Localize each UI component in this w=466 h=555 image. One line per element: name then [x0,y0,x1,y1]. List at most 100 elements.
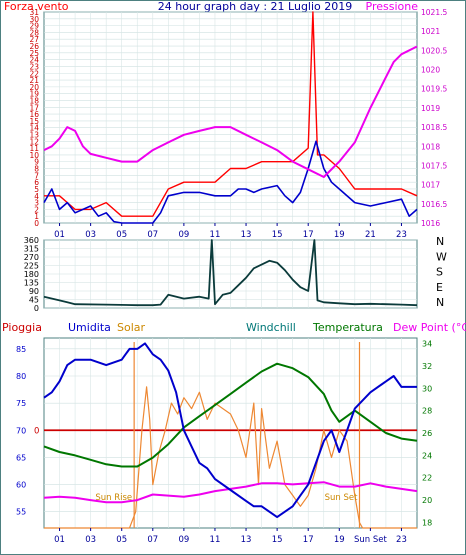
pressure-tick-label: 1016.5 [421,200,447,209]
wind-tick-label: 23 [29,62,39,71]
hour-tick-label: 15 [272,230,283,240]
wind-tick-label: 18 [29,96,39,105]
pressure-tick-label: 1021 [421,27,440,36]
wind-gust-line [43,140,418,224]
wind-tick-label: 14 [29,124,39,133]
hour-tick-label: 11 [210,535,221,545]
hour-tick-label: 03 [85,230,96,240]
hour-tick-label: 11 [210,230,221,240]
wind-tick-label: 4 [34,192,39,201]
direction-tick-label: 315 [24,245,39,254]
wind-tick-label: 12 [29,137,39,146]
temperature-tick-label: 18 [422,518,432,527]
wind-tick-label: 26 [29,42,39,51]
wind-tick-label: 20 [29,83,39,92]
wind-tick-label: 16 [29,110,39,119]
temperature-axis-labels: 55 60 65 70 75 80 85 18 20 22 24 26 28 30 32 34 0 01 03 05 0… [16,340,432,545]
humidity-header: Umidita [68,321,111,334]
pressure-tick-label: 1018 [421,142,440,151]
hour-tick-label: 01 [54,230,65,240]
direction-tick-label: 135 [24,279,39,288]
direction-series [43,239,418,307]
hour-tick-label: 07 [147,230,158,240]
wind-tick-label: 19 [29,90,39,99]
direction-tick-label: 90 [29,287,39,296]
humidity-tick-label: 70 [16,426,26,435]
wind-tick-label: 2 [34,205,39,214]
direction-tick-label: 0 [34,304,39,313]
humidity-tick-label: 60 [16,481,26,490]
hour-tick-label: 19 [334,535,345,545]
rain-value-label: 0 [34,426,39,436]
hour-tick-label: 09 [178,535,189,545]
wind-tick-label: 0 [34,219,39,228]
wind-tick-label: 6 [34,178,39,187]
humidity-tick-label: 85 [16,345,26,354]
wind-tick-label: 25 [29,49,39,58]
wind-axis-labels: 0123456789101112131415161718192021222324… [29,8,447,240]
temperature-tick-label: 20 [422,496,432,505]
humidity-line [43,342,417,519]
direction-tick-label: 225 [24,262,39,271]
compass-label: S [436,266,443,279]
solar-header: Solar [117,321,146,334]
wind-tick-label: 24 [29,56,39,65]
pressure-tick-label: 1016 [421,219,440,228]
hour-tick-label: 17 [303,230,314,240]
wind-tick-label: 8 [34,165,39,174]
pressure-tick-label: 1019.5 [421,85,447,94]
chart-title: 24 hour graph day : 21 Luglio 2019 [158,0,353,13]
wind-tick-label: 28 [29,28,39,37]
hour-tick-label: 23 [396,230,407,240]
hour-tick-label: 17 [303,535,314,545]
wind-series [43,11,418,224]
wind-speed-line [44,11,418,217]
compass-label: E [436,281,443,294]
direction-tick-label: 45 [29,296,39,305]
temperature-tick-label: 30 [422,384,432,393]
wind-tick-label: 17 [29,103,39,112]
pressure-tick-label: 1020 [421,66,440,75]
wind-tick-label: 27 [29,35,39,44]
hour-tick-label: 01 [54,535,65,545]
wind-tick-label: 30 [29,15,39,24]
hour-tick-label: 19 [334,230,345,240]
hour-tick-label: 23 [396,535,407,545]
pressure-tick-label: 1017 [421,181,440,190]
wind-tick-label: 11 [29,144,39,153]
compass-label: N [436,235,444,248]
wind-tick-label: 10 [29,151,39,160]
humidity-tick-label: 65 [16,453,26,462]
sunrise-label: Sun Rise [95,493,132,503]
wind-tick-label: 9 [34,158,39,167]
sunset-label: Sun Set [325,493,358,503]
temperature-series [43,342,418,529]
temperature-line [43,362,418,468]
temperature-tick-label: 22 [422,474,432,483]
wind-tick-label: 1 [34,212,39,221]
compass-label: W [436,250,447,263]
hour-tick-label: 05 [116,535,127,545]
wind-tick-label: 31 [29,8,39,17]
pressure-tick-label: 1018.5 [421,123,447,132]
windchill-header: Windchill [246,321,296,334]
humidity-tick-label: 75 [16,399,26,408]
hour-tick-label: 07 [147,535,158,545]
wind-direction-line [43,239,418,307]
solar-line [44,386,417,529]
temperature-tick-label: 24 [422,451,432,460]
wind-tick-label: 29 [29,22,39,31]
direction-tick-label: 360 [24,236,39,245]
wind-tick-label: 15 [29,117,39,126]
wind-tick-label: 13 [29,131,39,140]
wind-tick-label: 21 [29,76,39,85]
pressure-line [43,45,418,178]
pressure-axis-title: Pressione [366,0,419,13]
wind-tick-label: 7 [34,171,39,180]
temperature-tick-label: 28 [422,407,432,416]
pressure-tick-label: 1021.5 [421,8,447,17]
dewpoint-header: Dew Point (°C) [393,321,466,334]
temperature-tick-label: 32 [422,362,432,371]
humidity-tick-label: 80 [16,372,26,381]
